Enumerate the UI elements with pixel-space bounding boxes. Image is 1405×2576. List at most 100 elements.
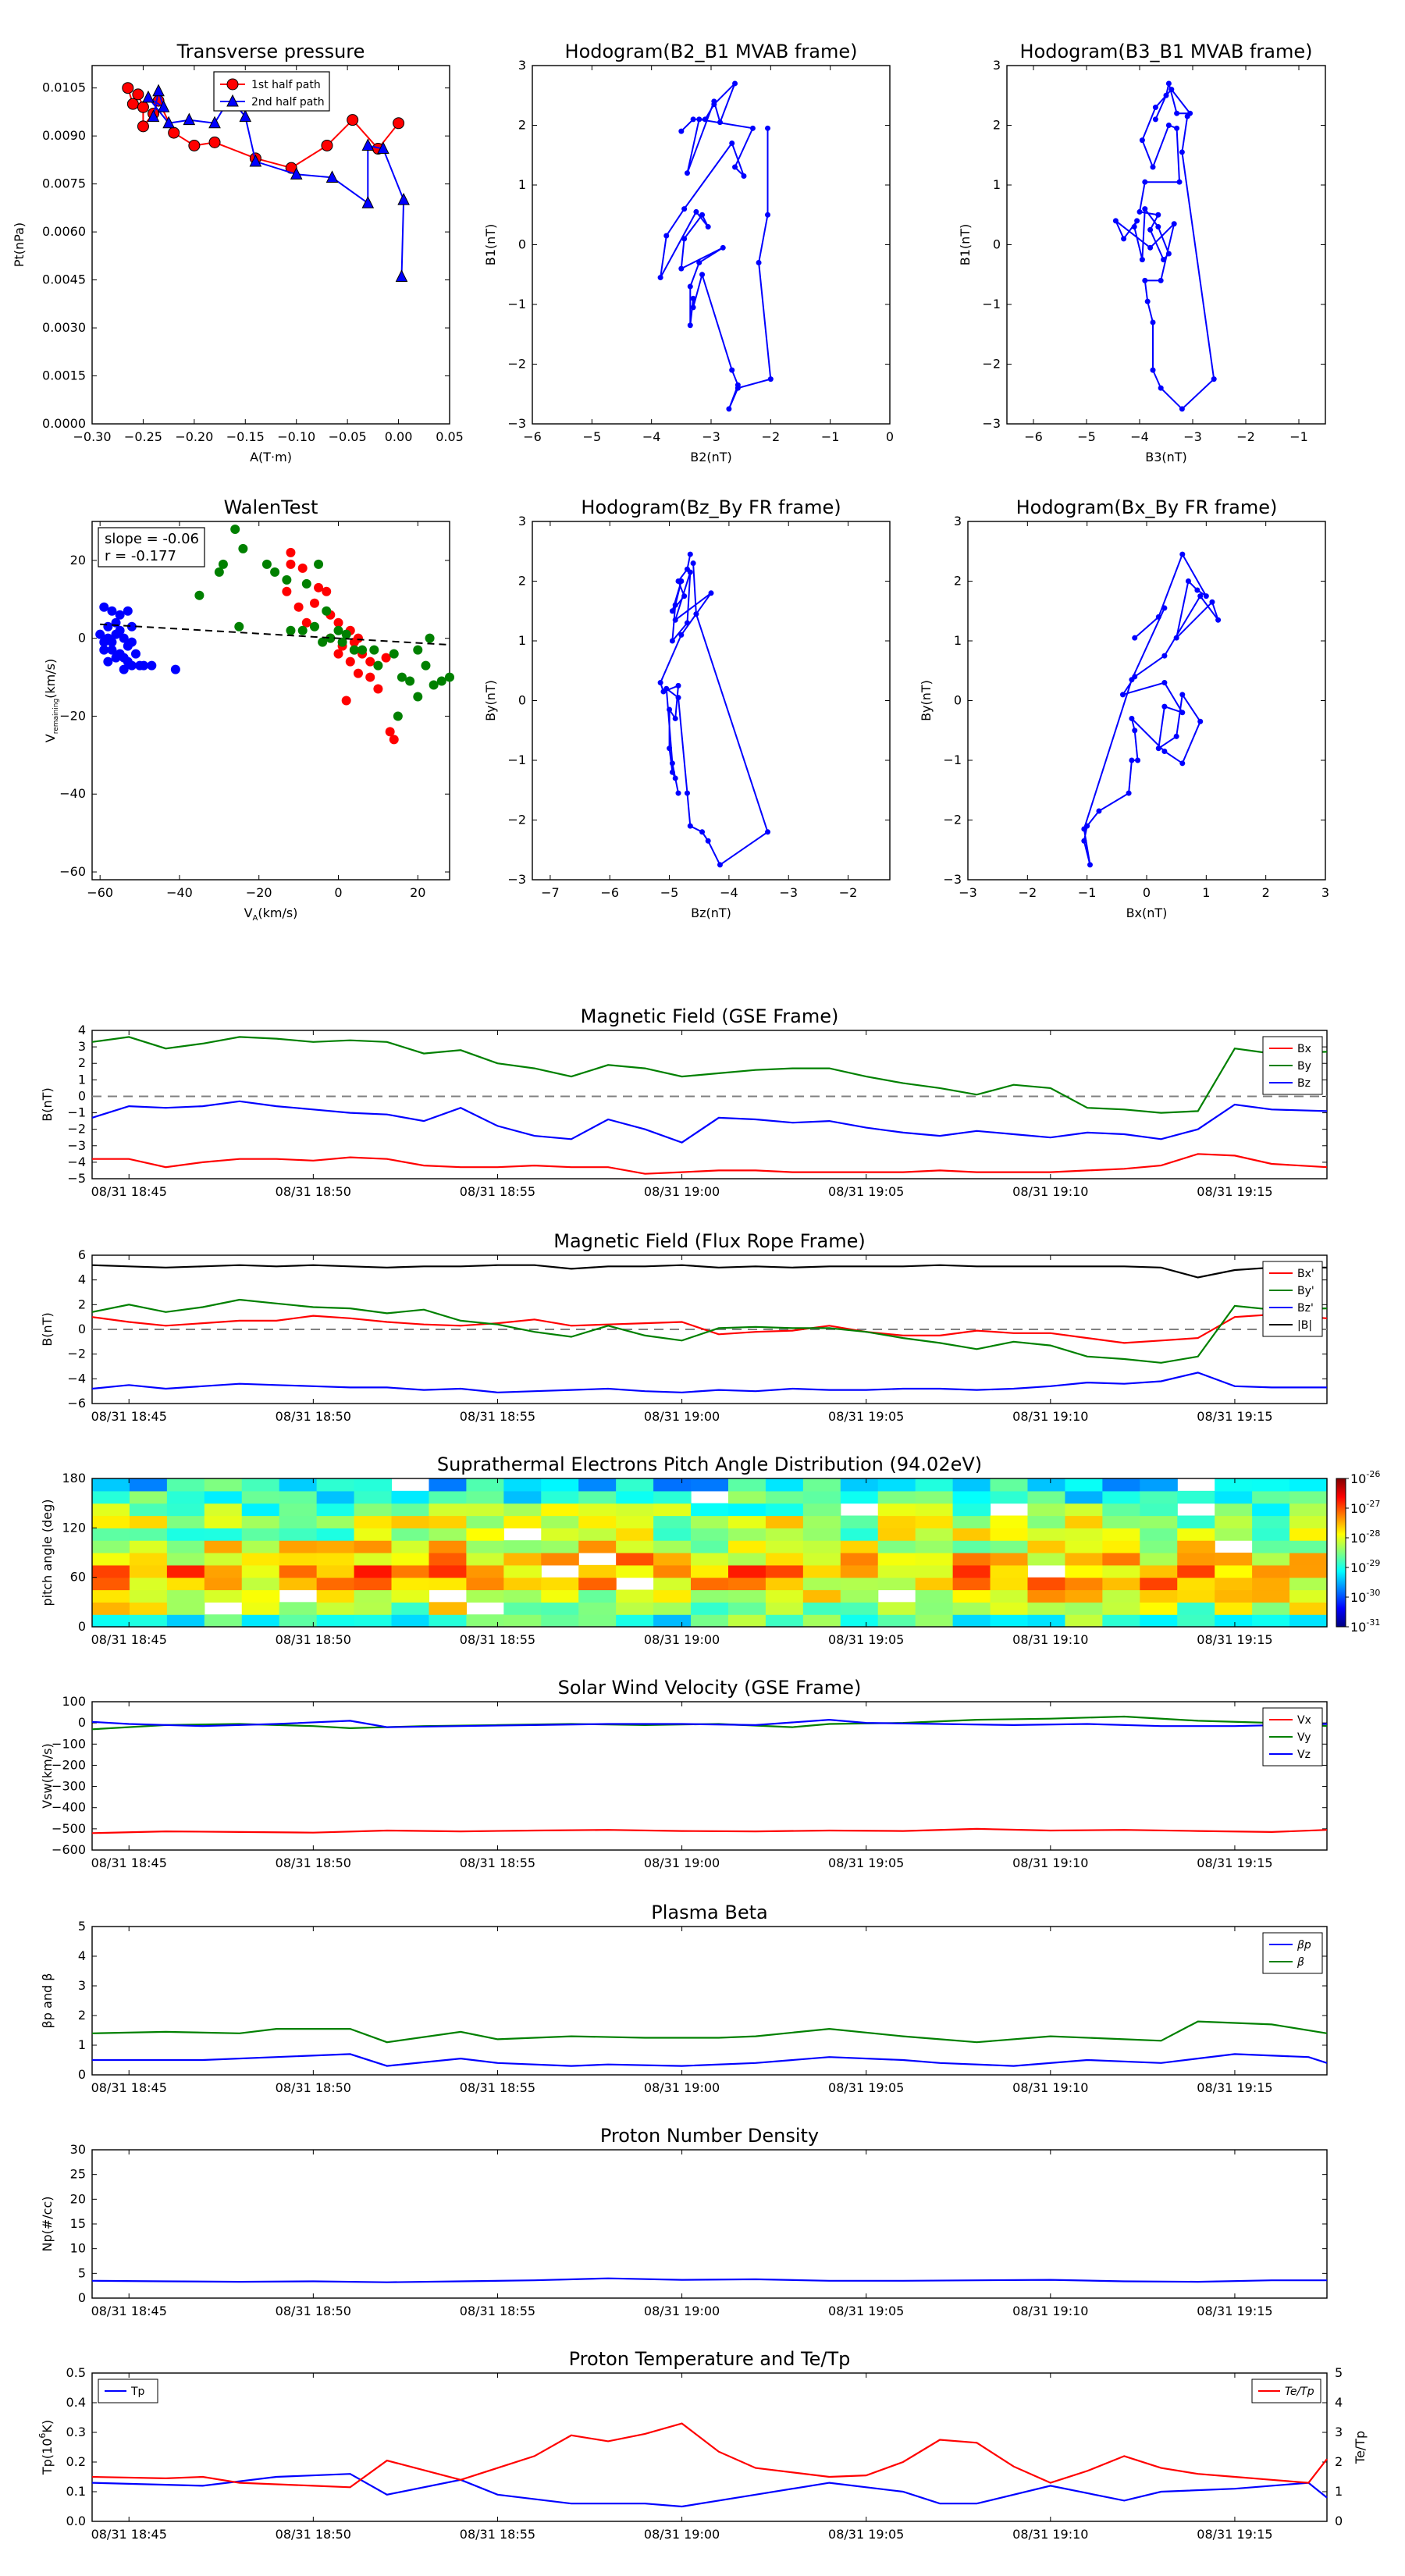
heatmap-cell: [166, 1478, 205, 1492]
heatmap-cell: [877, 1602, 916, 1615]
mag_fr-ylabel: B(nT): [40, 1312, 55, 1346]
data-point: [1158, 277, 1164, 283]
y-tick-label: 20: [70, 2191, 86, 2206]
data-point: [1131, 224, 1137, 230]
heatmap-cell: [952, 1503, 991, 1517]
data-point: [690, 560, 696, 567]
walen_test-frame: [91, 521, 450, 881]
heatmap-cell: [1102, 1614, 1140, 1628]
time-tick-label: 08/31 19:05: [828, 2080, 904, 2095]
heatmap-cell: [990, 1602, 1029, 1615]
mag_fr-title: Magnetic Field (Flux Rope Frame): [553, 1230, 865, 1252]
heatmap-cell: [204, 1589, 243, 1603]
data-point: [702, 116, 708, 123]
heatmap-cell: [354, 1564, 393, 1578]
x-tick-label: −1: [1289, 429, 1308, 444]
y-tick-label: 0.0075: [42, 176, 86, 191]
time-tick-label: 08/31 18:55: [460, 2080, 535, 2095]
data-point: [1163, 92, 1169, 98]
heatmap-cell: [691, 1503, 729, 1517]
heatmap-cell: [765, 1614, 804, 1628]
y-tick-label: −2: [982, 357, 1001, 372]
heatmap-cell: [990, 1564, 1029, 1578]
heatmap-cell: [802, 1515, 841, 1528]
data-point: [675, 695, 681, 701]
heatmap-cell: [877, 1503, 916, 1517]
heatmap-cell: [765, 1589, 804, 1603]
time-tick-label: 08/31 19:10: [1012, 2080, 1088, 2095]
scatter-point: [282, 575, 292, 585]
heatmap-cell: [1252, 1602, 1290, 1615]
y-tick-label: −600: [52, 1842, 86, 1857]
heatmap-cell: [391, 1614, 430, 1628]
heatmap-cell: [765, 1540, 804, 1553]
heatmap-cell: [802, 1478, 841, 1492]
heatmap-cell: [1140, 1564, 1178, 1578]
colorbar-tick-label: 10-31: [1350, 1617, 1380, 1635]
scatter-point: [357, 645, 368, 655]
time-tick-label: 08/31 18:50: [276, 1184, 351, 1199]
data-point: [681, 206, 688, 212]
scatter-point: [282, 586, 292, 596]
scatter-point: [270, 567, 280, 577]
heatmap-cell: [1215, 1602, 1253, 1615]
heatmap-cell: [1177, 1564, 1215, 1578]
x-tick-label: −0.15: [226, 429, 265, 444]
heatmap-cell: [354, 1478, 393, 1492]
colorbar-tick-label: 10-26: [1350, 1469, 1380, 1486]
heatmap-cell: [92, 1490, 130, 1504]
heatmap-cell: [802, 1602, 841, 1615]
heatmap-cell: [466, 1577, 504, 1591]
data-point: [681, 593, 688, 600]
y-tick-label: −4: [67, 1371, 86, 1386]
scatter-point: [286, 625, 296, 635]
scatter-point: [345, 656, 355, 667]
data-point: [657, 275, 663, 281]
time-tick-label: 08/31 18:45: [91, 1184, 167, 1199]
data-point: [663, 233, 670, 239]
series-line-1: [91, 2422, 1328, 2489]
data-point: [1203, 593, 1209, 600]
series-line-0: [1115, 83, 1215, 411]
scatter-point: [385, 727, 395, 737]
legend-label: Bx: [1297, 1043, 1311, 1055]
heatmap-cell: [1252, 1515, 1290, 1528]
heatmap-cell: [1065, 1577, 1103, 1591]
data-point: [1165, 80, 1172, 87]
heatmap-cell: [204, 1564, 243, 1578]
y-tick-label: 25: [70, 2167, 86, 2182]
heatmap-cell: [877, 1614, 916, 1628]
heatmap-cell: [765, 1478, 804, 1492]
heatmap-cell: [354, 1503, 393, 1517]
y-tick-label: 3: [78, 1978, 86, 1993]
heatmap-cell: [840, 1602, 879, 1615]
heatmap-cell: [92, 1553, 130, 1566]
heatmap-cell: [1027, 1589, 1066, 1603]
y-tick-label: 3: [993, 58, 1001, 73]
heatmap-cell: [1140, 1490, 1178, 1504]
heatmap-cell: [578, 1490, 617, 1504]
heatmap-cell: [727, 1577, 767, 1591]
heatmap-cell: [1177, 1528, 1215, 1541]
scatter-point: [333, 625, 343, 635]
data-point: [1184, 113, 1190, 119]
x-tick-label: −20: [246, 885, 272, 900]
heatmap-cell: [765, 1515, 804, 1528]
heatmap-cell: [429, 1540, 467, 1553]
heatmap-cell: [241, 1564, 280, 1578]
heatmap-cell: [1252, 1577, 1290, 1591]
data-point: [1112, 218, 1119, 224]
data-point: [1147, 244, 1154, 251]
scatter-point: [147, 660, 157, 671]
heatmap-cell: [915, 1528, 954, 1541]
heatmap-cell: [727, 1553, 767, 1566]
proton_density-title: Proton Number Density: [600, 2125, 819, 2147]
y-tick-label: 100: [62, 1694, 86, 1709]
heatmap-cell: [1289, 1589, 1328, 1603]
scatter-point: [325, 633, 336, 643]
data-point: [708, 590, 714, 596]
heatmap-cell: [653, 1478, 692, 1492]
heatmap-cell: [429, 1577, 467, 1591]
data-point: [687, 283, 693, 290]
time-tick-label: 08/31 19:15: [1197, 2080, 1272, 2095]
